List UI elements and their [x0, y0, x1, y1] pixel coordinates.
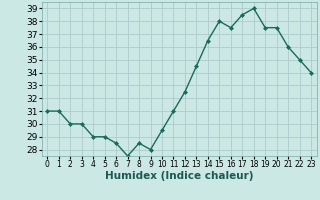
X-axis label: Humidex (Indice chaleur): Humidex (Indice chaleur)	[105, 171, 253, 181]
